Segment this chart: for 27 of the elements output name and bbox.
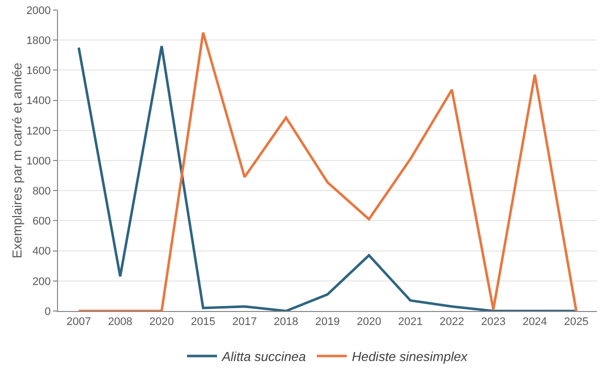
y-tick-label: 2000 bbox=[26, 4, 51, 17]
x-tick-label: 2018 bbox=[274, 316, 298, 328]
x-tick-label: 2023 bbox=[481, 316, 506, 328]
x-tick-label: 2017 bbox=[232, 316, 257, 328]
y-axis-title: Exemplaires par m carré et année bbox=[9, 62, 24, 258]
x-tick-label: 2015 bbox=[190, 316, 216, 328]
y-tick-label: 1600 bbox=[26, 65, 51, 78]
legend-label: Alitta succinea bbox=[221, 349, 306, 364]
y-tick-label: 1800 bbox=[26, 34, 51, 47]
x-tick-label: 2020 bbox=[149, 316, 174, 328]
y-tick-label: 1400 bbox=[26, 95, 51, 108]
y-tick-label: 800 bbox=[32, 185, 51, 198]
x-tick-label: 2007 bbox=[66, 316, 91, 328]
y-tick-label: 1200 bbox=[26, 125, 51, 138]
y-tick-label: 0 bbox=[44, 306, 51, 318]
x-tick-label: 2019 bbox=[315, 316, 340, 328]
x-tick-label: 2021 bbox=[398, 316, 423, 328]
x-tick-label: 2024 bbox=[522, 316, 548, 328]
y-tick-label: 400 bbox=[32, 246, 51, 258]
y-tick-label: 1000 bbox=[26, 155, 51, 168]
y-tick-label: 600 bbox=[32, 216, 51, 228]
legend-label: Hediste sinesimplex bbox=[352, 349, 468, 364]
y-tick-label: 200 bbox=[32, 276, 51, 288]
x-tick-label: 2008 bbox=[108, 316, 132, 328]
x-tick-label: 2022 bbox=[440, 316, 464, 328]
x-tick-label: 2020 bbox=[356, 316, 382, 328]
x-tick-label: 2025 bbox=[564, 316, 589, 328]
